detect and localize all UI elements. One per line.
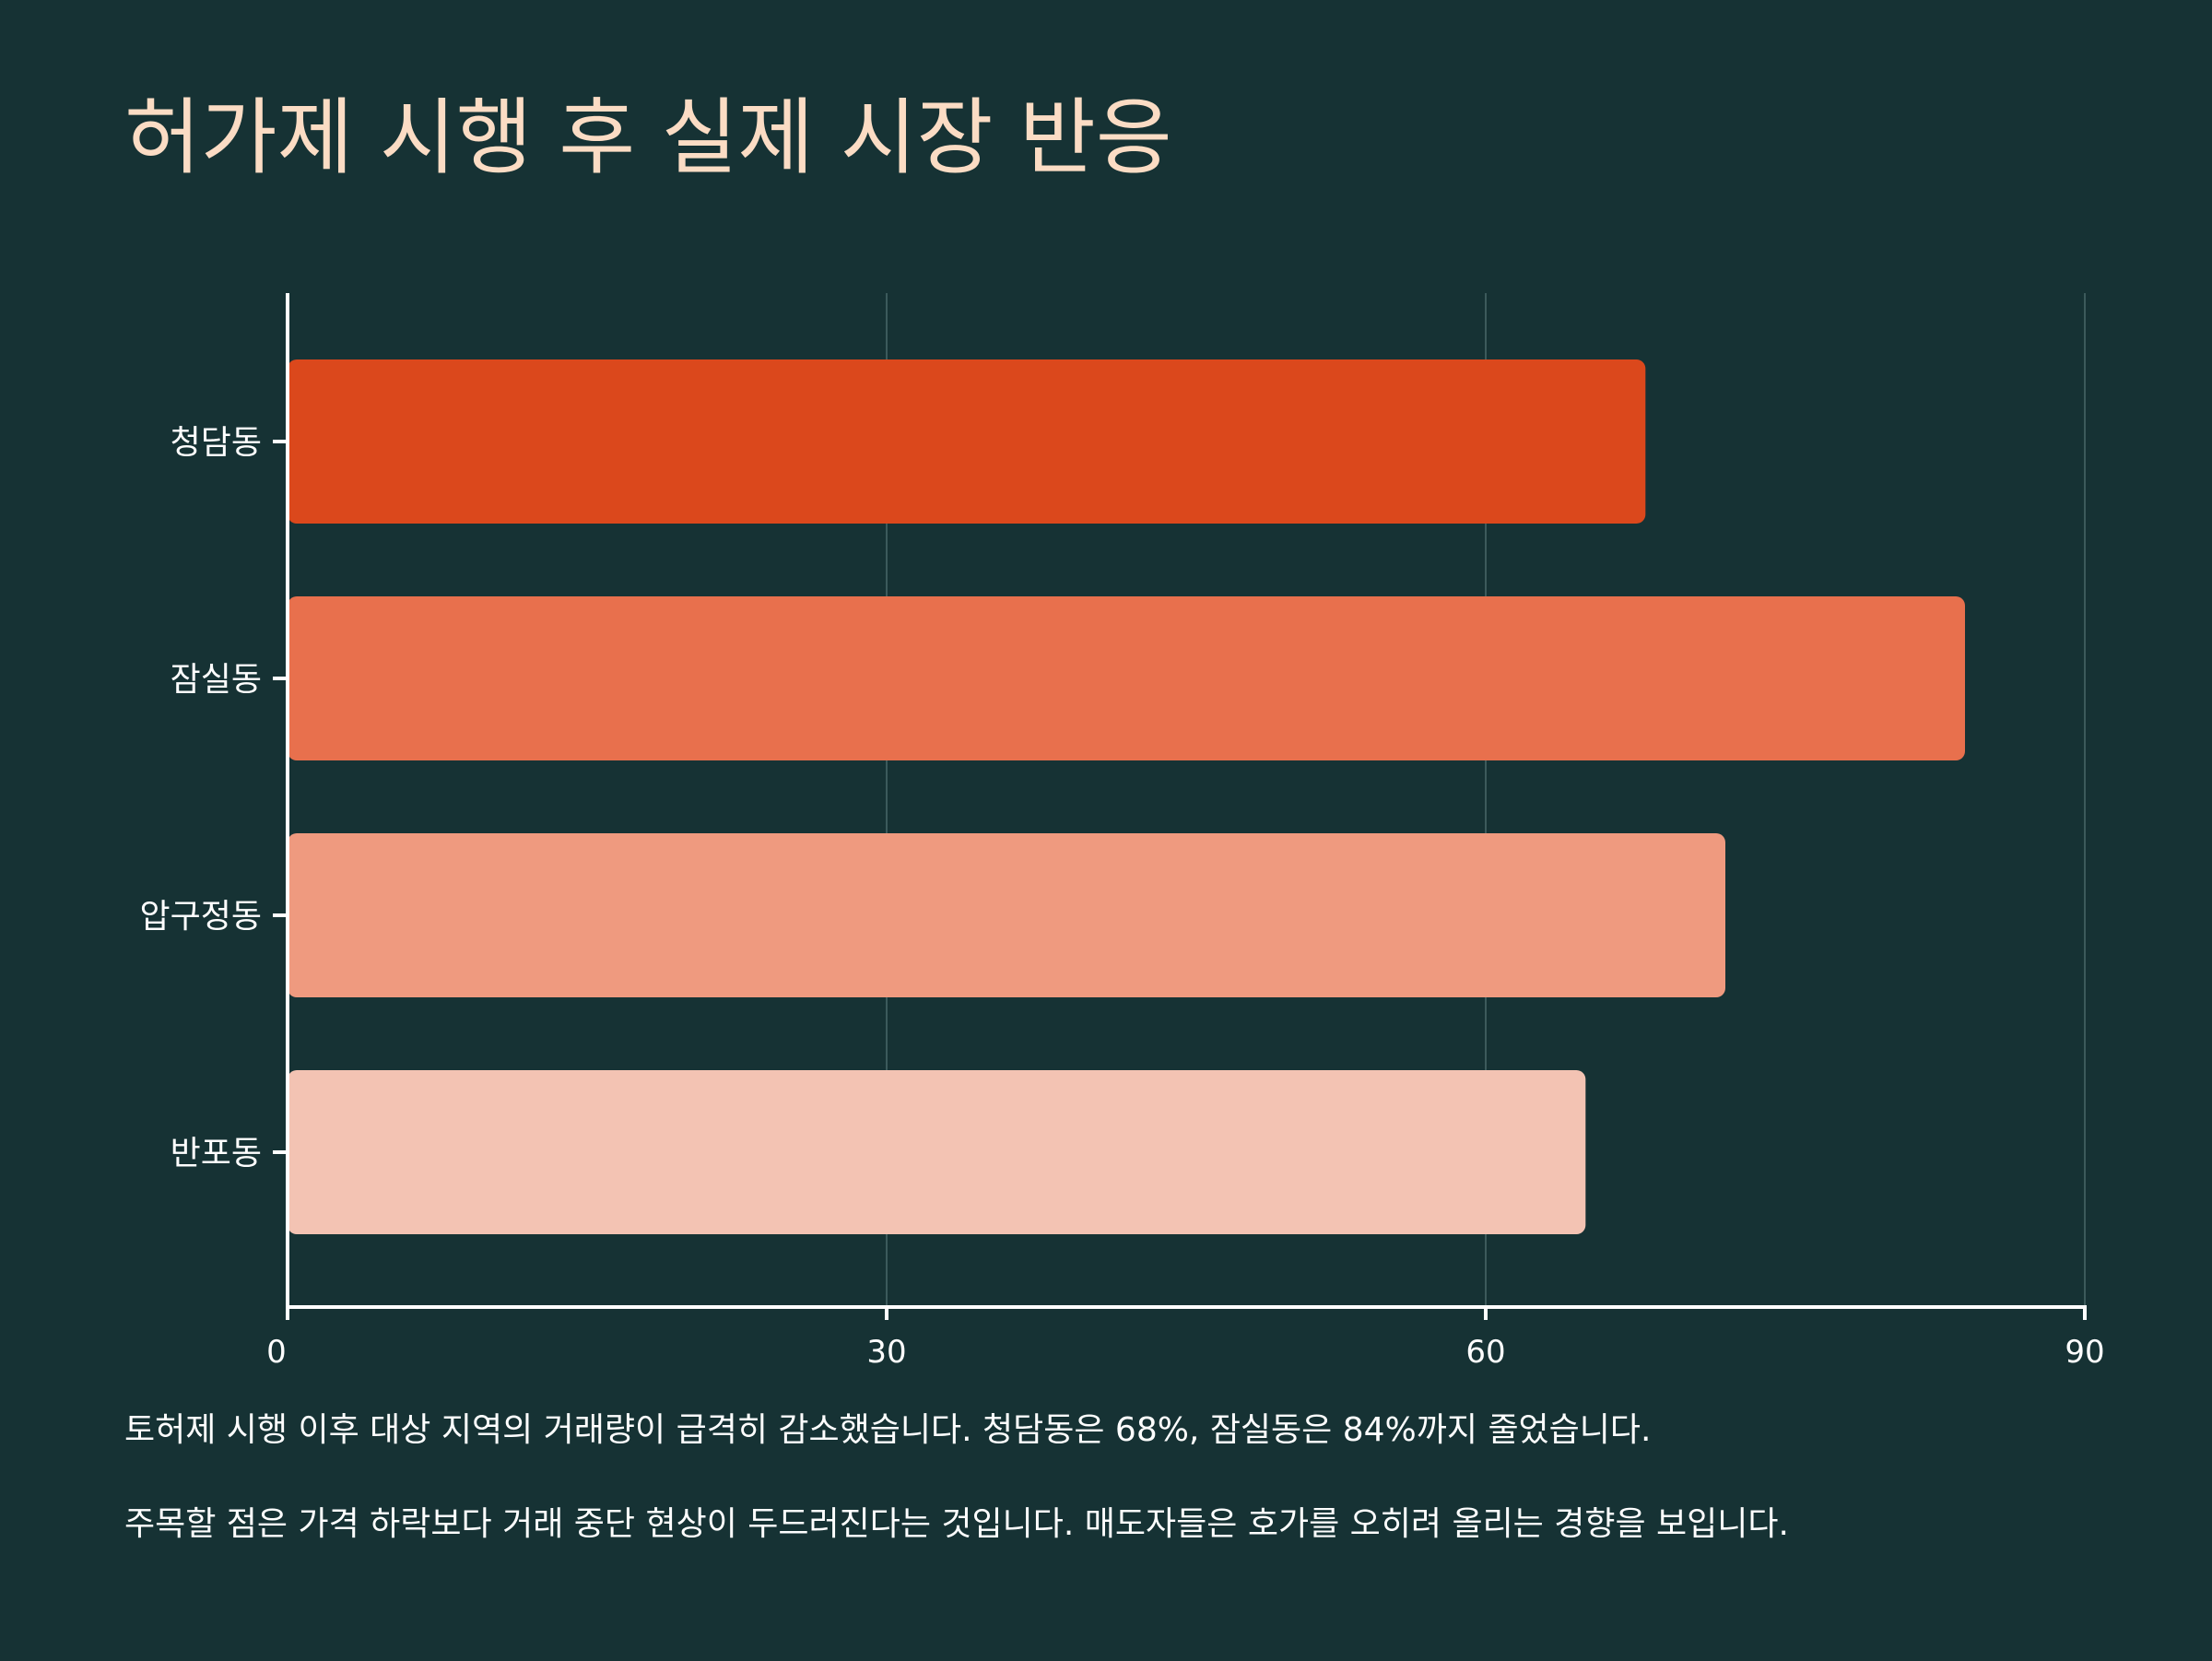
notes: 토허제 시행 이후 대상 지역의 거래량이 급격히 감소했습니다. 청담동은 6… bbox=[124, 1410, 2152, 1545]
category-label: 청담동 bbox=[171, 424, 262, 462]
category-label: 잠실동 bbox=[171, 661, 262, 699]
bar-1 bbox=[288, 359, 1646, 524]
bars bbox=[288, 359, 1965, 1234]
x-tick-label: 60 bbox=[1465, 1334, 1505, 1371]
category-label: 압구정동 bbox=[140, 898, 262, 936]
bar-3 bbox=[288, 833, 1725, 997]
bar-2 bbox=[288, 596, 1965, 760]
x-tick-label: 0 bbox=[266, 1334, 287, 1371]
x-tick-label: 30 bbox=[866, 1334, 906, 1371]
chart-title: 허가제 시행 후 실제 시장 반응 bbox=[124, 89, 1172, 186]
axes bbox=[273, 293, 2087, 1320]
note-line-1: 토허제 시행 이후 대상 지역의 거래량이 급격히 감소했습니다. 청담동은 6… bbox=[124, 1411, 1652, 1449]
bar-4 bbox=[288, 1070, 1586, 1234]
note-line-2: 주목할 점은 가격 하락보다 거래 중단 현상이 두드러진다는 것입니다. 매도… bbox=[124, 1505, 1789, 1543]
x-tick-label: 90 bbox=[2065, 1334, 2104, 1371]
category-label: 반포동 bbox=[171, 1135, 262, 1172]
